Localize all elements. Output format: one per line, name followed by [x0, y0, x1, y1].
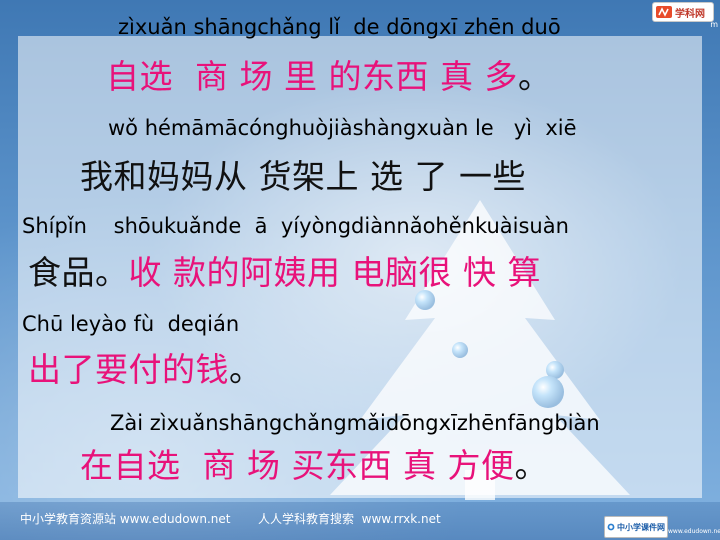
- hanzi-segment: 出了要付的钱: [28, 350, 229, 389]
- hanzi-segment: 我和妈妈从 货架上 选 了 一些: [80, 157, 526, 196]
- bottom-logo-text: 中小学课件网: [617, 522, 665, 532]
- hanzi-line-2: 我和妈妈从 货架上 选 了 一些: [80, 160, 526, 193]
- hanzi-segment: 自选 商 场 里 的东西 真 多: [106, 57, 518, 96]
- logo-mark-icon: [656, 6, 672, 18]
- bottom-logo-url: www.edudown.net: [668, 528, 720, 535]
- hanzi-line-4: 出了要付的钱。: [28, 353, 263, 386]
- text-panel: [18, 36, 702, 498]
- footer-right-link[interactable]: 人人学科教育搜索 www.rrxk.net: [258, 512, 441, 526]
- pinyin-line-5: Zài zìxuǎnshāngchǎngmǎidōngxīzhēnfāngbià…: [110, 411, 600, 435]
- hanzi-segment: 食品。: [28, 253, 129, 292]
- footer-bar: [0, 502, 720, 540]
- hanzi-segment: 。: [229, 350, 263, 389]
- hanzi-segment: 。: [514, 446, 548, 485]
- footer-left-link[interactable]: 中小学教育资源站 www.edudown.net: [20, 512, 231, 526]
- hanzi-segment: 。: [517, 57, 552, 96]
- pinyin-line-3: Shípǐn shōukuǎnde ā yíyòngdiànnǎohěnkuài…: [22, 214, 569, 238]
- site-logo: 学科网: [652, 2, 714, 22]
- bottom-logo: 中小学课件网: [604, 516, 668, 538]
- hanzi-line-5: 在自选 商 场 买东西 真 方便。: [80, 449, 548, 482]
- pinyin-line-4: Chū leyào fù deqián: [22, 312, 240, 336]
- hanzi-line-3: 食品。收 款的阿姨用 电脑很 快 算: [28, 256, 541, 289]
- bottom-logo-mark-icon: [607, 523, 615, 531]
- site-logo-text: 学科网: [675, 8, 705, 20]
- pinyin-line-2: wǒ hémāmācónghuòjiàshàngxuàn le yì xiē: [108, 116, 577, 140]
- hanzi-line-1: 自选 商 场 里 的东西 真 多。: [106, 60, 551, 93]
- pinyin-line-1: zìxuǎn shāngchǎng lǐ de dōngxī zhēn duō: [118, 15, 561, 39]
- corner-mark: m: [710, 20, 718, 29]
- hanzi-segment: 在自选 商 场 买东西 真 方便: [80, 446, 515, 485]
- hanzi-segment: 收 款的阿姨用 电脑很 快 算: [128, 253, 541, 292]
